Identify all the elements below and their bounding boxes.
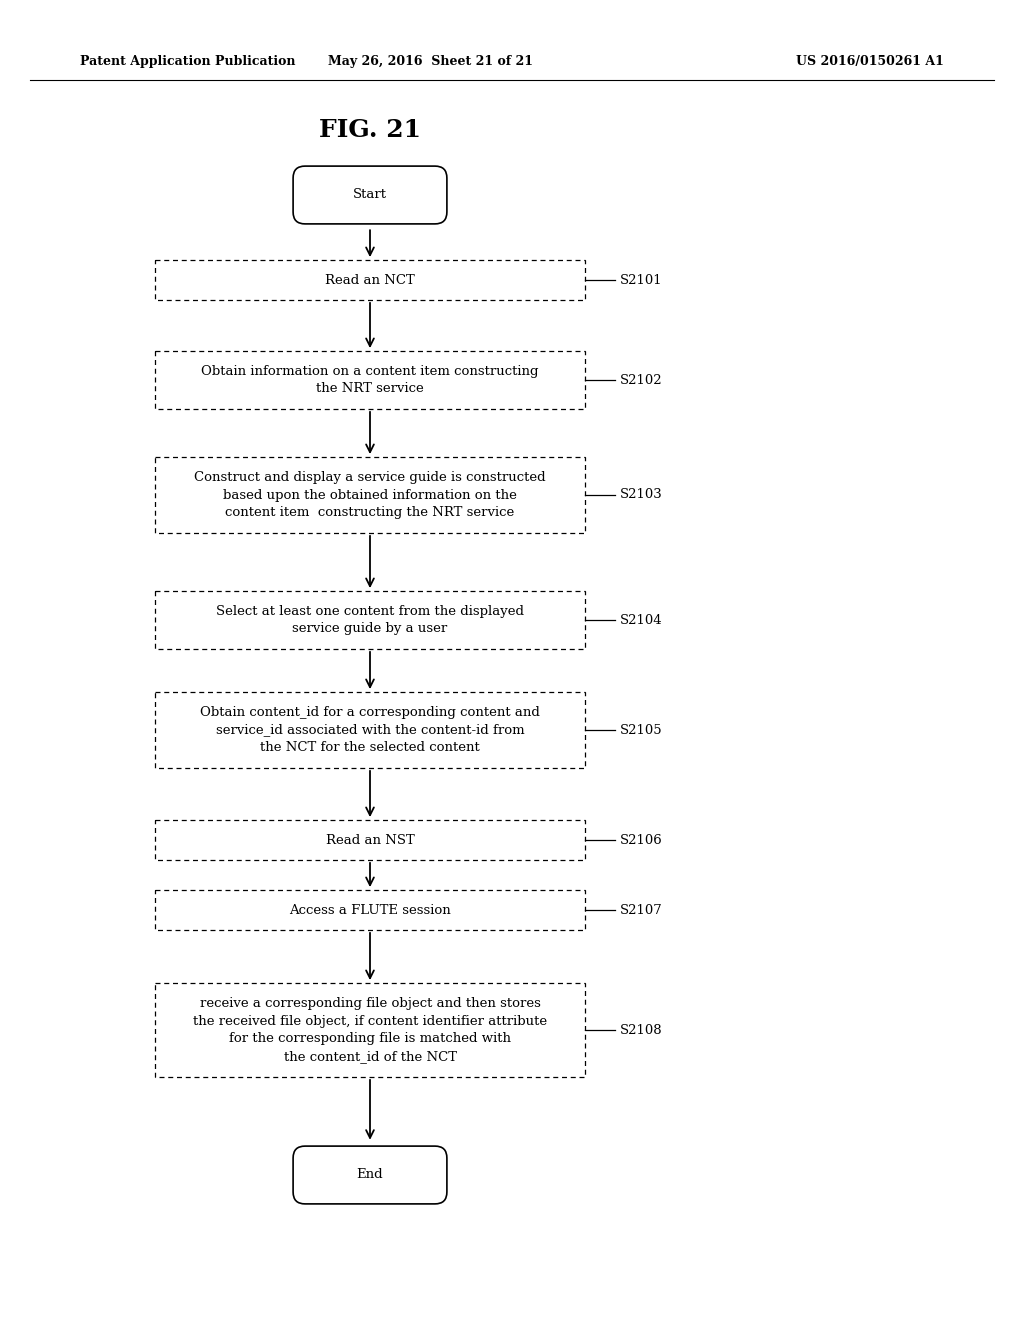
Text: Obtain content_id for a corresponding content and
service_id associated with the: Obtain content_id for a corresponding co… — [200, 706, 540, 754]
FancyBboxPatch shape — [155, 890, 585, 931]
Text: Obtain information on a content item constructing
the NRT service: Obtain information on a content item con… — [202, 364, 539, 395]
Text: S2108: S2108 — [620, 1023, 663, 1036]
FancyBboxPatch shape — [155, 457, 585, 533]
Text: Patent Application Publication: Patent Application Publication — [80, 55, 296, 69]
FancyBboxPatch shape — [155, 260, 585, 300]
FancyBboxPatch shape — [155, 692, 585, 768]
Text: Select at least one content from the displayed
service guide by a user: Select at least one content from the dis… — [216, 605, 524, 635]
FancyBboxPatch shape — [155, 820, 585, 861]
Text: FIG. 21: FIG. 21 — [319, 117, 421, 143]
Text: S2106: S2106 — [620, 833, 663, 846]
Text: Read an NCT: Read an NCT — [326, 273, 415, 286]
Text: S2107: S2107 — [620, 903, 663, 916]
Text: Access a FLUTE session: Access a FLUTE session — [289, 903, 451, 916]
FancyBboxPatch shape — [155, 591, 585, 649]
Text: S2102: S2102 — [620, 374, 663, 387]
Text: Start: Start — [353, 189, 387, 202]
Text: S2104: S2104 — [620, 614, 663, 627]
Text: S2103: S2103 — [620, 488, 663, 502]
FancyBboxPatch shape — [293, 166, 446, 224]
Text: S2105: S2105 — [620, 723, 663, 737]
FancyBboxPatch shape — [155, 351, 585, 409]
Text: US 2016/0150261 A1: US 2016/0150261 A1 — [796, 55, 944, 69]
Text: Construct and display a service guide is constructed
based upon the obtained inf: Construct and display a service guide is… — [195, 471, 546, 519]
Text: May 26, 2016  Sheet 21 of 21: May 26, 2016 Sheet 21 of 21 — [328, 55, 532, 69]
Text: Read an NST: Read an NST — [326, 833, 415, 846]
FancyBboxPatch shape — [293, 1146, 446, 1204]
Text: End: End — [356, 1168, 383, 1181]
FancyBboxPatch shape — [155, 983, 585, 1077]
Text: receive a corresponding file object and then stores
the received file object, if: receive a corresponding file object and … — [193, 997, 547, 1063]
Text: S2101: S2101 — [620, 273, 663, 286]
